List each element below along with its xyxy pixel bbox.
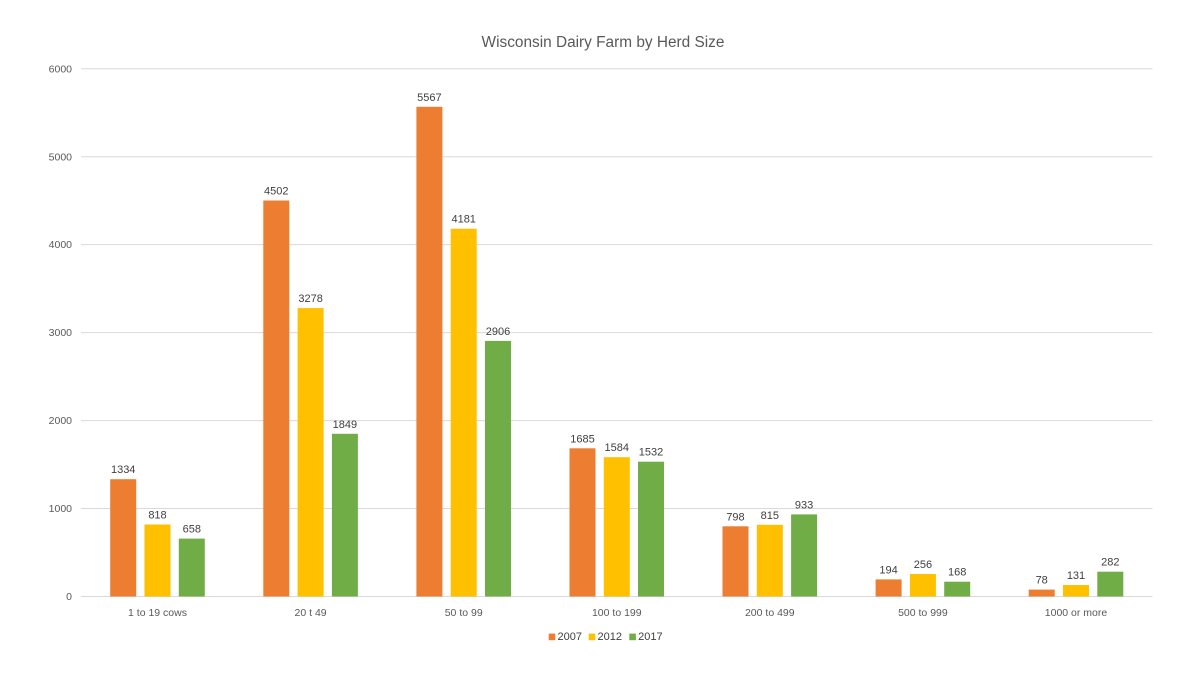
svg-text:6000: 6000 (49, 63, 73, 75)
svg-text:200 to 499: 200 to 499 (745, 607, 795, 619)
svg-text:3278: 3278 (298, 293, 322, 305)
svg-text:2007: 2007 (558, 631, 582, 643)
svg-text:5567: 5567 (417, 92, 441, 104)
svg-text:1685: 1685 (570, 433, 594, 445)
svg-text:3000: 3000 (49, 327, 73, 339)
svg-text:658: 658 (183, 524, 201, 536)
svg-text:1532: 1532 (639, 447, 663, 459)
svg-text:5000: 5000 (49, 151, 73, 163)
svg-text:256: 256 (914, 559, 932, 571)
svg-text:1 to 19 cows: 1 to 19 cows (128, 607, 187, 619)
svg-text:500 to 999: 500 to 999 (898, 607, 948, 619)
svg-text:2906: 2906 (486, 326, 510, 338)
svg-text:168: 168 (948, 567, 966, 579)
svg-text:815: 815 (761, 510, 779, 522)
svg-text:798: 798 (726, 511, 744, 523)
svg-text:1584: 1584 (605, 442, 629, 454)
svg-text:2012: 2012 (598, 631, 622, 643)
svg-text:Wisconsin Dairy Farm by Herd S: Wisconsin Dairy Farm by Herd Size (482, 34, 725, 51)
svg-text:1000: 1000 (49, 503, 73, 515)
svg-text:50 to 99: 50 to 99 (445, 607, 483, 619)
svg-text:818: 818 (148, 510, 166, 522)
svg-text:4181: 4181 (451, 214, 475, 226)
svg-text:2000: 2000 (49, 415, 73, 427)
svg-text:194: 194 (879, 564, 897, 576)
svg-text:1334: 1334 (111, 464, 135, 476)
svg-text:4502: 4502 (264, 186, 288, 198)
svg-text:100 to 199: 100 to 199 (592, 607, 642, 619)
svg-text:20 t 49: 20 t 49 (295, 607, 327, 619)
svg-text:2017: 2017 (638, 631, 662, 643)
svg-text:282: 282 (1101, 557, 1119, 569)
svg-text:4000: 4000 (49, 239, 73, 251)
svg-text:78: 78 (1036, 575, 1048, 587)
svg-text:933: 933 (795, 499, 813, 511)
svg-text:1849: 1849 (333, 419, 357, 431)
svg-text:0: 0 (66, 591, 72, 603)
svg-text:1000 or more: 1000 or more (1045, 607, 1108, 619)
svg-text:131: 131 (1067, 570, 1085, 582)
